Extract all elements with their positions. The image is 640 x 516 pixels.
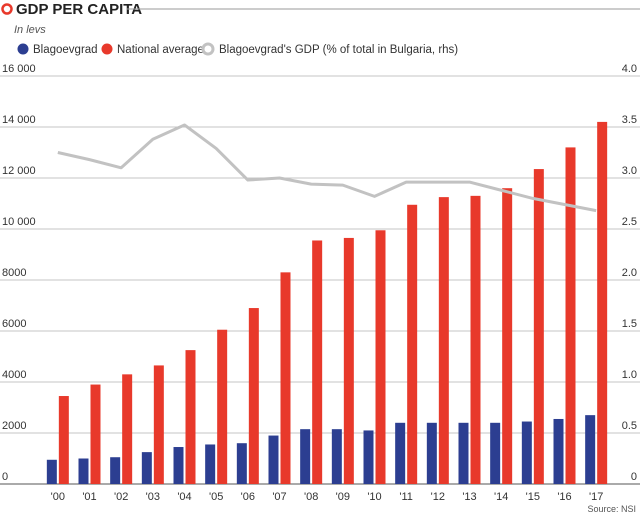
x-tick-label: '14 <box>494 491 508 503</box>
legend-national-label: National average <box>117 44 204 56</box>
bar-national-average <box>533 169 544 484</box>
bar-blagoevgrad <box>395 422 406 484</box>
x-tick-label: '13 <box>462 491 476 503</box>
y-right-tick-label: 4.0 <box>622 63 637 75</box>
x-tick-label: '04 <box>177 491 191 503</box>
y-left-tick-label: 8000 <box>2 267 26 279</box>
x-tick-label: '06 <box>241 491 255 503</box>
y-right-tick-label: 2.5 <box>622 216 637 228</box>
bar-national-average <box>438 197 449 484</box>
x-tick-label: '07 <box>272 491 286 503</box>
y-left-tick-label: 10 000 <box>2 216 36 228</box>
y-right-tick-label: 2.0 <box>622 267 637 279</box>
share-line <box>57 123 597 213</box>
x-tick-label: '02 <box>114 491 128 503</box>
y-left-tick-label: 12 000 <box>2 165 36 177</box>
x-tick-label: '00 <box>51 491 65 503</box>
bar-national-average <box>90 384 101 484</box>
bar-national-average <box>502 188 513 484</box>
bar-national-average <box>407 204 418 484</box>
x-tick-label: '10 <box>367 491 381 503</box>
x-tick-label: '01 <box>82 491 96 503</box>
bar-blagoevgrad <box>458 422 469 484</box>
bar-national-average <box>280 272 291 484</box>
bar-national-average <box>248 308 259 484</box>
legend-blagoevgrad-label: Blagoevgrad <box>33 44 98 56</box>
legend: Blagoevgrad National average Blagoevgrad… <box>17 42 458 56</box>
x-tick-label: '03 <box>146 491 160 503</box>
legend-share-label: Blagoevgrad's GDP (% of total in Bulgari… <box>219 44 458 56</box>
bar-blagoevgrad <box>46 459 57 484</box>
share-line-path <box>57 123 597 213</box>
x-tick-label: '15 <box>526 491 540 503</box>
y-right-tick-label: 1.0 <box>622 369 637 381</box>
legend-blagoevgrad-swatch <box>17 43 29 55</box>
source-note: Source: NSI <box>587 504 636 514</box>
bar-national-average <box>122 374 133 484</box>
y-left-tick-label: 4000 <box>2 369 26 381</box>
chart-title: GDP PER CAPITA <box>16 1 142 18</box>
bar-blagoevgrad <box>426 422 437 484</box>
y-left-tick-label: 14 000 <box>2 114 36 126</box>
bar-national-average <box>58 396 69 484</box>
bar-blagoevgrad <box>78 458 89 484</box>
bar-national-average <box>217 329 228 484</box>
legend-share-swatch <box>201 42 215 56</box>
bar-national-average <box>597 121 608 485</box>
bar-national-average <box>470 195 481 484</box>
title-bullet-icon <box>1 3 13 15</box>
x-tick-label: '16 <box>557 491 571 503</box>
x-tick-label: '11 <box>399 491 413 503</box>
bar-national-average <box>153 365 164 484</box>
bar-national-average <box>375 230 386 484</box>
chart-subtitle: In levs <box>14 24 46 36</box>
bar-blagoevgrad <box>173 447 184 484</box>
legend-national-swatch <box>101 43 113 55</box>
x-tick-label: '09 <box>336 491 350 503</box>
x-tick-label: '17 <box>589 491 603 503</box>
bar-blagoevgrad <box>236 443 247 484</box>
bar-blagoevgrad <box>331 429 342 484</box>
y-right-tick-label: 1.5 <box>622 318 637 330</box>
bar-blagoevgrad <box>490 422 501 484</box>
y-axis-left: 0 2000 4000 6000 8000 10 000 12 000 14 000 16 00… <box>2 63 36 483</box>
bar-national-average <box>565 147 576 484</box>
x-axis: '00 '01 '02 '03 '04 '05 '06 '07 '08 '09 '10 '11 '12 '… <box>51 491 604 503</box>
bar-blagoevgrad <box>268 435 279 484</box>
x-tick-label: '12 <box>431 491 445 503</box>
bar-national-average <box>343 237 354 484</box>
y-right-tick-label: 3.5 <box>622 114 637 126</box>
x-tick-label: '08 <box>304 491 318 503</box>
y-right-tick-label: 0.5 <box>622 420 637 432</box>
y-left-tick-label: 0 <box>2 471 8 483</box>
bar-blagoevgrad <box>553 418 564 484</box>
bar-national-average <box>185 350 196 484</box>
bar-blagoevgrad <box>300 429 311 484</box>
y-right-tick-label: 0 <box>631 471 637 483</box>
x-tick-label: '05 <box>209 491 223 503</box>
y-left-tick-label: 6000 <box>2 318 26 330</box>
y-left-tick-label: 2000 <box>2 420 26 432</box>
bar-national-average <box>312 240 323 484</box>
bar-blagoevgrad <box>585 415 596 484</box>
bars <box>46 121 608 485</box>
y-left-tick-label: 16 000 <box>2 63 36 75</box>
bar-blagoevgrad <box>110 457 121 484</box>
bar-blagoevgrad <box>141 452 152 484</box>
y-right-tick-label: 3.0 <box>622 165 637 177</box>
bar-blagoevgrad <box>521 421 532 484</box>
y-axis-right: 0 0.5 1.0 1.5 2.0 2.5 3.0 3.5 4.0 <box>622 63 637 483</box>
bar-blagoevgrad <box>205 444 216 484</box>
bar-blagoevgrad <box>363 430 374 484</box>
